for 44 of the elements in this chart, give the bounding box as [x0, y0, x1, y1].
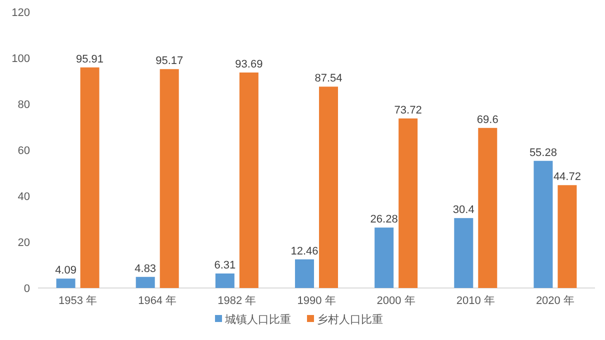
data-label: 95.91	[76, 53, 104, 66]
x-tick-label: 2000 年	[376, 295, 416, 307]
x-tick-label: 2010 年	[456, 295, 495, 307]
data-label: 44.72	[553, 171, 581, 184]
data-label: 95.17	[156, 55, 184, 68]
y-tick-label: 100	[12, 53, 30, 65]
y-tick-label: 120	[12, 7, 30, 19]
bar	[534, 160, 553, 288]
bar	[374, 228, 394, 288]
data-label: 12.46	[290, 245, 318, 258]
data-label: 26.28	[370, 214, 398, 226]
data-label: 93.69	[235, 58, 263, 71]
bar	[136, 276, 155, 288]
data-label: 73.72	[394, 104, 422, 116]
x-tick-label: 2020 年	[536, 295, 574, 307]
bar	[454, 218, 474, 288]
bar	[239, 72, 258, 288]
y-tick-label: 0	[24, 283, 30, 295]
x-tick-label: 1990 年	[297, 295, 336, 307]
data-label: 6.31	[214, 259, 236, 272]
bar	[295, 259, 314, 288]
y-tick-label: 80	[18, 99, 30, 111]
data-label: 55.28	[529, 146, 557, 159]
bar	[478, 128, 498, 288]
bar	[80, 67, 100, 288]
x-tick-label: 1964 年	[138, 295, 177, 307]
data-label: 30.4	[452, 204, 474, 216]
y-tick-label: 60	[18, 145, 30, 157]
bar	[319, 86, 338, 288]
y-tick-label: 40	[18, 191, 30, 203]
bar	[56, 278, 76, 288]
legend-label: 乡村人口比重	[317, 313, 383, 326]
bar	[215, 273, 234, 288]
data-label: 4.09	[55, 264, 76, 277]
x-tick-label: 1982 年	[218, 295, 256, 307]
bar	[558, 185, 577, 288]
data-label: 69.6	[476, 114, 498, 126]
data-label: 87.54	[314, 72, 342, 85]
bar	[398, 118, 418, 288]
bar	[160, 69, 179, 288]
x-tick-label: 1953 年	[58, 295, 98, 307]
data-label: 4.83	[134, 262, 156, 275]
legend-label: 城镇人口比重	[224, 313, 291, 326]
y-tick-label: 20	[18, 237, 30, 249]
